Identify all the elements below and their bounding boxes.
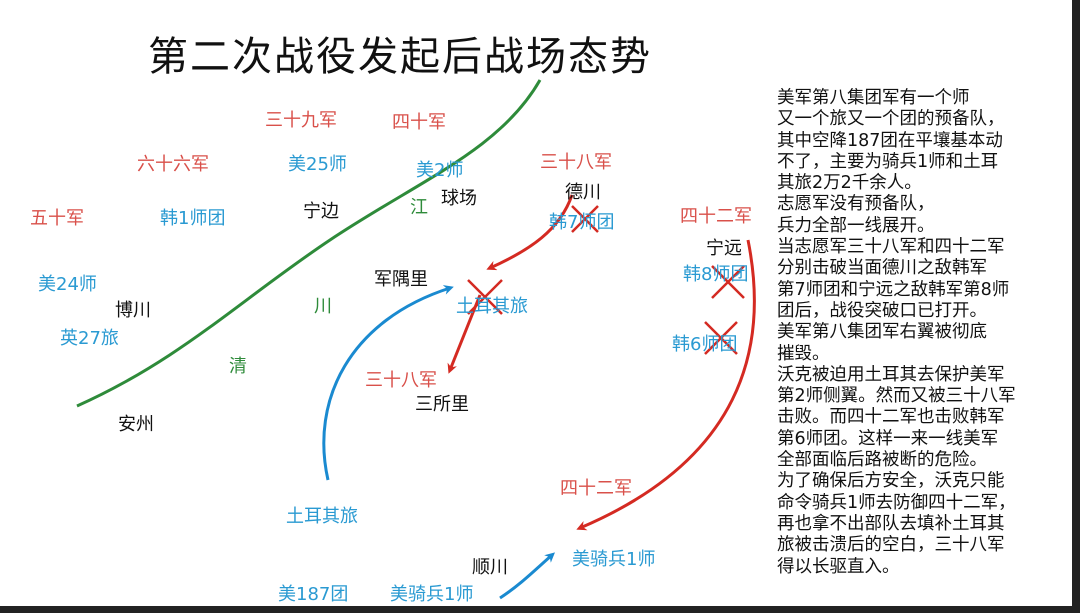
label-turkey-north: 土耳其旅 [456,296,528,317]
arrow-turkey-north [322,285,454,481]
note-line: 击败。而四十二军也击败韩军 [777,407,1005,428]
note-line: 第7师团和宁远之敌韩军第8师 [777,279,1010,300]
note-line: 美军第八集团军右翼被彻底 [777,322,987,343]
note-line: 旅被击溃后的空白，三十八军 [777,535,1005,556]
label-us24: 美24师 [38,274,97,295]
defeat-marks [467,205,745,355]
note-line: 其中空降187团在平壤基本动 [777,130,1003,151]
label-army38-south: 三十八军 [365,370,437,391]
label-army42-north: 四十二军 [680,206,752,227]
label-uscav1-east: 美骑兵1师 [572,549,656,570]
label-army39: 三十九军 [265,110,337,131]
cross-rok7 [571,205,599,233]
place-deokcheon: 德川 [565,182,601,203]
note-line: 志愿军没有预备队， [777,194,935,215]
arrow-42-south [576,239,756,531]
label-uk27: 英27旅 [60,328,119,349]
place-anzhou: 安州 [118,414,154,435]
label-army40: 四十军 [392,112,446,133]
place-qiuchang: 球场 [441,188,477,209]
note-line: 不了，主要为骑兵1师和土耳 [777,151,999,172]
notes-panel: 美军第八集团军有一个师 又一个旅又一个团的预备队， 其中空降187团在平壤基本动… [777,88,1077,578]
cross-turkey [467,279,503,315]
label-army50: 五十军 [30,208,84,229]
label-uscav1-south: 美骑兵1师 [390,584,474,605]
note-line: 团后，战役突破口已打开。 [777,300,987,321]
place-ningbian: 宁边 [303,201,339,222]
arrow-38-to-sansuoli [447,294,482,374]
note-line: 命令骑兵1师去防御四十二军， [777,492,1016,513]
river-label-chuan: 川 [314,296,332,317]
label-rok1: 韩1师团 [160,208,226,229]
arrow-cavalry-north [499,552,555,600]
note-line: 摧毁。 [777,343,830,364]
river-label-jiang: 江 [410,197,428,218]
note-line: 全部面临后路被断的危险。 [777,450,987,471]
note-line: 其旅2万2千余人。 [777,173,922,194]
place-shunchuan: 顺川 [472,557,508,578]
note-line: 第2师侧翼。然而又被三十八军 [777,386,1016,407]
note-line: 再也拿不出部队去填补土耳其 [777,513,1005,534]
note-line: 当志愿军三十八军和四十二军 [777,237,1005,258]
note-line: 为了确保后方安全，沃克只能 [777,471,1005,492]
note-line: 沃克被迫用土耳其去保护美军 [777,364,1005,385]
label-rok6: 韩6师团 [672,334,738,355]
note-line: 分别击破当面德川之敌韩军 [777,258,987,279]
place-ningyuan: 宁远 [706,238,742,259]
place-junyuli: 军隅里 [374,269,428,290]
label-army66: 六十六军 [137,154,209,175]
label-us25: 美25师 [288,154,347,175]
label-rok7: 韩7师团 [549,212,615,233]
label-rok8: 韩8师团 [683,264,749,285]
cross-rok8 [711,265,745,299]
label-us187: 美187团 [278,584,349,605]
note-line: 第6师团。这样一来一线美军 [777,428,999,449]
label-army38-north: 三十八军 [540,152,612,173]
label-army42-south: 四十二军 [560,478,632,499]
label-us2: 美2师 [416,160,464,181]
cross-rok6 [704,321,738,355]
place-bochuan: 博川 [115,300,151,321]
place-sansuoli: 三所里 [415,394,469,415]
arrow-38-to-junyuli [486,194,574,271]
note-line: 得以长驱直入。 [777,556,900,577]
map-title: 第二次战役发起后战场态势 [148,34,652,80]
label-turkey-south: 土耳其旅 [286,506,358,527]
note-line: 兵力全部一线展开。 [777,215,935,236]
river-label-qing: 清 [229,356,247,377]
note-line: 又一个旅又一个团的预备队， [777,109,1005,130]
river-line [76,79,542,408]
note-line: 美军第八集团军有一个师 [777,88,970,108]
